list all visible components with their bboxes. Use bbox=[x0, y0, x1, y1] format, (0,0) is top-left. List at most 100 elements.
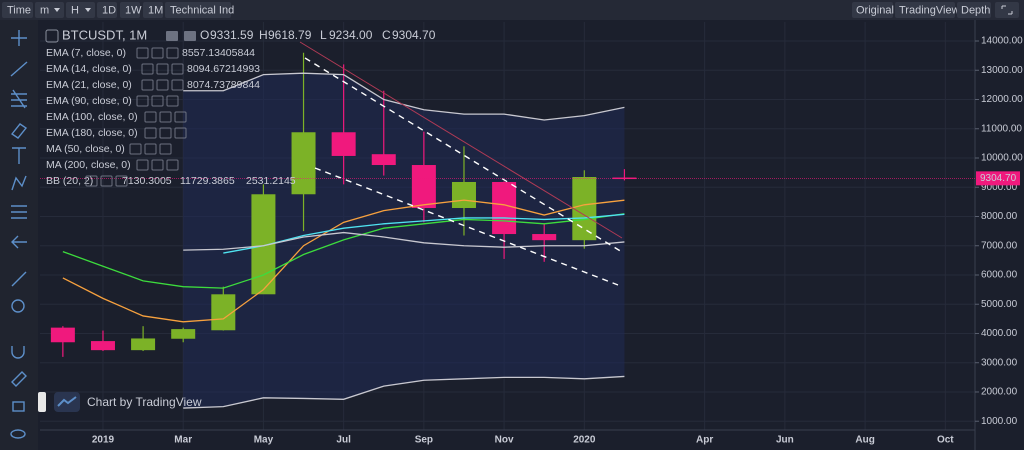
indicator-name: EMA (180, close, 0) bbox=[46, 127, 138, 139]
indicator-value: 8074.73789844 bbox=[187, 79, 260, 91]
indicator-button[interactable] bbox=[144, 111, 157, 123]
indicator-button[interactable] bbox=[141, 63, 154, 75]
y-tick-label: 5000.00 bbox=[981, 299, 1018, 310]
x-tick-label: Sep bbox=[415, 435, 433, 446]
x-tick-label: Jun bbox=[776, 435, 794, 446]
candle-body bbox=[291, 132, 316, 195]
indicator-button[interactable] bbox=[100, 175, 113, 187]
toolbar-button-label: Time bbox=[7, 4, 31, 16]
fullscreen-button[interactable] bbox=[995, 2, 1019, 18]
indicator-button[interactable] bbox=[136, 95, 149, 107]
lock-icon[interactable] bbox=[12, 401, 25, 412]
toolbar-button-label: 1D bbox=[102, 4, 116, 16]
indicator-value: 11729.3865 bbox=[180, 175, 235, 187]
indicator-button[interactable] bbox=[159, 143, 172, 155]
indicator-value: 8557.13405844 bbox=[182, 47, 255, 59]
y-tick-label: 10000.00 bbox=[981, 153, 1023, 164]
indicator-name: EMA (100, close, 0) bbox=[46, 111, 138, 123]
zoom-icon[interactable] bbox=[11, 299, 25, 313]
indicator-button[interactable] bbox=[115, 175, 128, 187]
toolbar-button[interactable] bbox=[97, 2, 117, 18]
ohlc-key: L bbox=[320, 28, 327, 42]
y-tick-label: 12000.00 bbox=[981, 94, 1023, 105]
x-tick-label: 2019 bbox=[92, 435, 115, 446]
y-tick-label: 4000.00 bbox=[981, 328, 1018, 339]
candle-body bbox=[331, 132, 356, 156]
indicator-button[interactable] bbox=[141, 79, 154, 91]
watermark: Chart by TradingView bbox=[54, 392, 202, 412]
indicator-button[interactable] bbox=[129, 143, 142, 155]
x-tick-label: 2020 bbox=[573, 435, 596, 446]
legend-button[interactable] bbox=[166, 31, 178, 41]
indicator-name: BB (20, 2) bbox=[46, 175, 93, 187]
indicator-button[interactable] bbox=[144, 143, 157, 155]
toolbar-button[interactable] bbox=[66, 2, 95, 18]
fib-icon[interactable] bbox=[11, 89, 27, 109]
toolbar-button-label: 1W bbox=[125, 4, 142, 16]
lock-draw-icon[interactable] bbox=[11, 371, 27, 387]
toolbar-button-label: Original bbox=[856, 4, 894, 16]
indicator-button[interactable] bbox=[151, 159, 164, 171]
brush-icon[interactable] bbox=[10, 123, 28, 139]
pattern-icon[interactable] bbox=[11, 175, 27, 191]
candle-body bbox=[411, 165, 436, 209]
x-tick-label: Apr bbox=[696, 435, 713, 446]
indicator-button[interactable] bbox=[156, 63, 169, 75]
trend-line bbox=[299, 41, 623, 239]
indicator-button[interactable] bbox=[144, 127, 157, 139]
toolbar-button[interactable] bbox=[165, 2, 231, 18]
legend-button[interactable] bbox=[184, 31, 196, 41]
indicator-line bbox=[62, 199, 625, 323]
prediction-icon[interactable] bbox=[11, 205, 27, 219]
x-tick-label: Jul bbox=[336, 435, 351, 446]
indicator-button[interactable] bbox=[159, 127, 172, 139]
toolbar-button-label: Depth bbox=[961, 4, 990, 16]
indicator-button[interactable] bbox=[174, 111, 187, 123]
magnet-icon[interactable] bbox=[11, 346, 25, 359]
toolbar-button[interactable] bbox=[120, 2, 140, 18]
indicator-button[interactable] bbox=[136, 159, 149, 171]
text-icon[interactable] bbox=[12, 147, 26, 164]
indicator-button[interactable] bbox=[151, 47, 164, 59]
toolbar-button[interactable] bbox=[852, 2, 893, 18]
indicator-name: EMA (14, close, 0) bbox=[46, 63, 132, 75]
toolbar-button[interactable] bbox=[35, 2, 64, 18]
dropdown-arrow bbox=[54, 8, 60, 12]
indicator-button[interactable] bbox=[156, 79, 169, 91]
symbol-button[interactable] bbox=[45, 29, 59, 43]
indicator-button[interactable] bbox=[151, 95, 164, 107]
back-icon[interactable] bbox=[11, 235, 27, 249]
eye-icon[interactable] bbox=[10, 429, 26, 439]
toolbar-button[interactable] bbox=[895, 2, 955, 18]
ohlc-key: O bbox=[200, 28, 209, 42]
indicator-button[interactable] bbox=[159, 111, 172, 123]
indicator-name: MA (200, close, 0) bbox=[46, 159, 131, 171]
y-tick-label: 7000.00 bbox=[981, 240, 1018, 251]
x-tick-label: Aug bbox=[855, 435, 874, 446]
toolbar-button[interactable] bbox=[2, 2, 33, 18]
trendline-icon[interactable] bbox=[10, 61, 28, 77]
x-tick-label: May bbox=[254, 435, 274, 446]
toolbar-button[interactable] bbox=[957, 2, 991, 18]
indicator-button[interactable] bbox=[136, 47, 149, 59]
indicator-button[interactable] bbox=[174, 127, 187, 139]
indicator-button[interactable] bbox=[171, 63, 184, 75]
watermark-logo-mark bbox=[57, 396, 77, 407]
crosshair-icon[interactable] bbox=[11, 30, 27, 46]
indicator-button[interactable] bbox=[166, 159, 179, 171]
indicator-value: 2531.2145 bbox=[246, 175, 296, 187]
toolbar-button-label: H bbox=[71, 4, 79, 16]
indicator-button[interactable] bbox=[171, 79, 184, 91]
candle-body bbox=[131, 338, 156, 351]
sidebar-icons bbox=[10, 30, 28, 439]
collapse-handle[interactable] bbox=[38, 392, 46, 412]
indicator-button[interactable] bbox=[166, 95, 179, 107]
ruler-icon[interactable] bbox=[11, 271, 27, 287]
toolbar-button[interactable] bbox=[143, 2, 163, 18]
candle-body bbox=[532, 234, 557, 241]
indicator-button[interactable] bbox=[85, 175, 98, 187]
left-sidebar bbox=[0, 20, 38, 450]
indicator-button[interactable] bbox=[166, 47, 179, 59]
y-tick-label: 11000.00 bbox=[981, 123, 1022, 134]
